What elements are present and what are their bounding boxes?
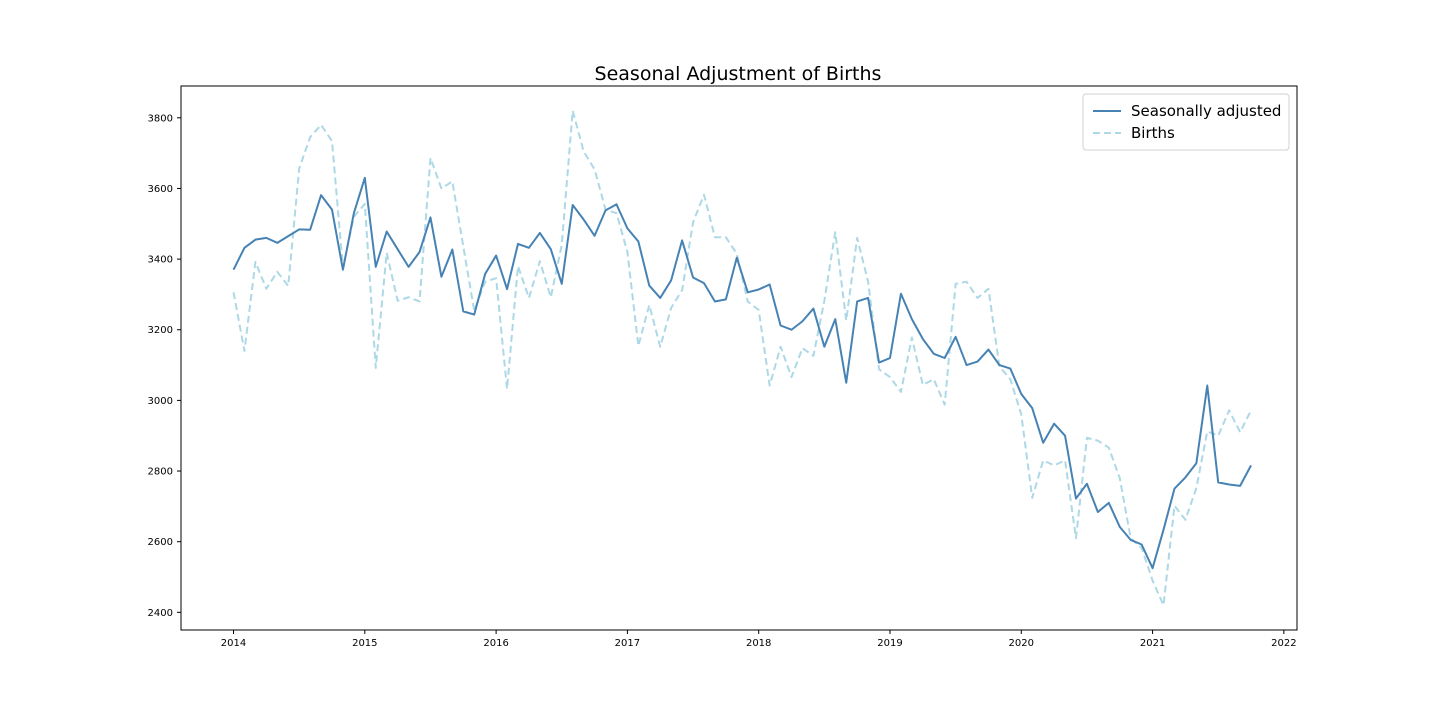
series-line-0 xyxy=(232,176,1252,570)
x-tick-label: 2014 xyxy=(221,638,246,649)
y-tick-label: 2800 xyxy=(148,467,173,478)
x-tick-label: 2021 xyxy=(1140,638,1165,649)
y-tick-label: 2600 xyxy=(148,537,173,548)
legend-box xyxy=(1082,93,1290,151)
x-tick-label: 2017 xyxy=(615,638,640,649)
plot-area xyxy=(232,109,1252,607)
y-tick-label: 2400 xyxy=(148,608,173,619)
y-tick-label: 3200 xyxy=(148,325,173,336)
x-tick-label: 2019 xyxy=(877,638,902,649)
legend: Seasonally adjusted Births xyxy=(1082,93,1290,151)
y-tick-label: 3400 xyxy=(148,255,173,266)
x-tick-label: 2018 xyxy=(746,638,771,649)
axes-frame xyxy=(180,85,1298,631)
x-tick-label: 2022 xyxy=(1271,638,1296,649)
y-tick-label: 3000 xyxy=(148,396,173,407)
legend-label-1: Births xyxy=(1131,124,1175,142)
x-tick-label: 2016 xyxy=(483,638,508,649)
legend-label-0: Seasonally adjusted xyxy=(1131,102,1281,120)
series-line-1 xyxy=(232,109,1252,607)
y-tick-label: 3800 xyxy=(148,113,173,124)
chart-title: Seasonal Adjustment of Births xyxy=(595,63,882,85)
x-tick-label: 2015 xyxy=(352,638,377,649)
x-tick-label: 2020 xyxy=(1009,638,1034,649)
axes: 2014 2015 2016 2017 2018 2019 2020 2021 2022 2400… xyxy=(148,85,1298,649)
y-tick-label: 3600 xyxy=(148,184,173,195)
